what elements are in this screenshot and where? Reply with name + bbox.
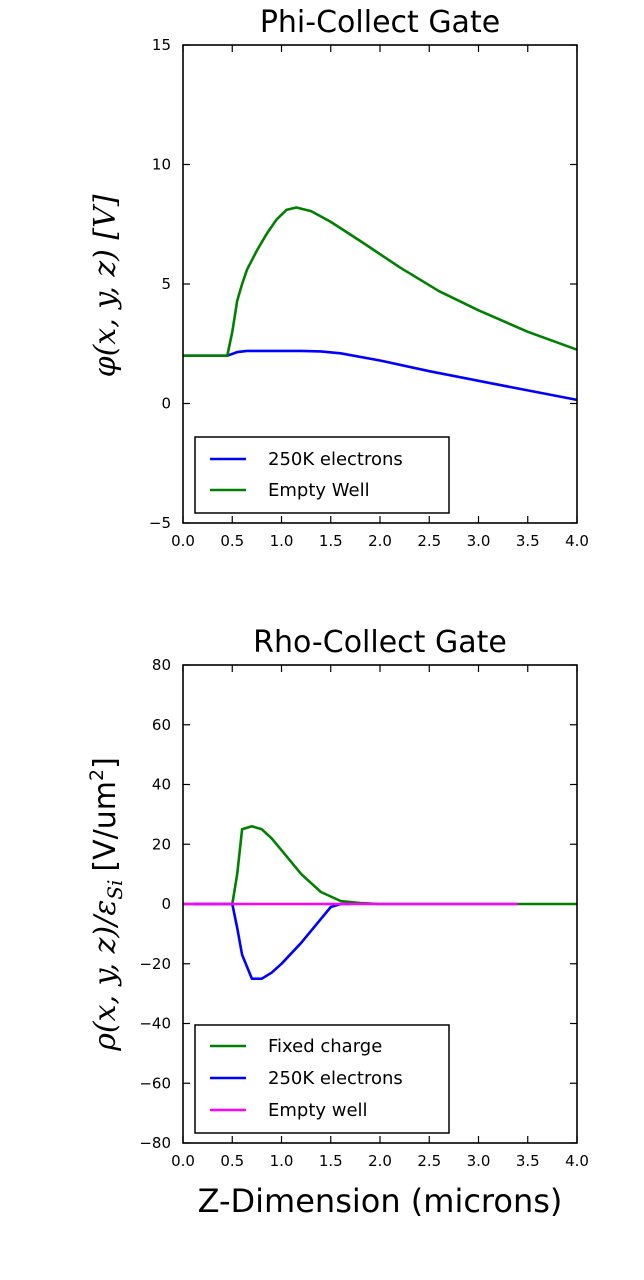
x-tick-label: 0.0 <box>171 532 195 550</box>
x-tick-label: 1.5 <box>319 1152 343 1170</box>
y-tick-label: −20 <box>139 955 171 973</box>
plot-title: Rho-Collect Gate <box>253 625 507 660</box>
y-tick-label: 0 <box>161 395 171 413</box>
y-axis-label: φ(x, y, z) [V] <box>88 194 123 377</box>
y-axis-label-main: ρ(x, y, z)/ε <box>88 900 123 1052</box>
y-axis-label: ρ(x, y, z)/εSi [V/um2] <box>86 757 127 1052</box>
x-tick-label: 0.5 <box>220 1152 244 1170</box>
legend-box <box>194 436 450 514</box>
x-tick-label: 1.0 <box>270 532 294 550</box>
legend-label-250k-electrons: 250K electrons <box>268 449 403 470</box>
x-tick-label: 3.5 <box>516 532 540 550</box>
series-line-fixed-charge <box>183 825 577 906</box>
x-tick-label: 0.5 <box>220 532 244 550</box>
plot-area <box>183 825 577 980</box>
legend-label-empty-well: Empty Well <box>268 480 370 501</box>
y-tick-label: −40 <box>139 1015 171 1033</box>
y-tick-label: 5 <box>161 275 171 293</box>
y-tick-label: −60 <box>139 1074 171 1092</box>
series-line-empty-well <box>183 206 578 357</box>
y-axis-label-power: 2 <box>86 769 108 781</box>
x-tick-label: 2.0 <box>368 532 392 550</box>
x-tick-label: 3.0 <box>467 1152 491 1170</box>
series-line-250k-electrons <box>192 902 351 980</box>
phi-plot-panel: Phi-Collect Gate φ(x, y, z) [V] 0.0 0.5 1.… <box>88 5 589 550</box>
y-tick-label: 40 <box>152 776 171 794</box>
y-tick-label: 80 <box>152 656 171 674</box>
x-tick-label: 1.0 <box>270 1152 294 1170</box>
x-tick-label: 3.5 <box>516 1152 540 1170</box>
y-axis-label-units: [V/um <box>88 781 123 872</box>
plot-area <box>183 206 578 402</box>
plot-frame <box>182 44 578 524</box>
tick-layer: 0.0 0.5 1.0 1.5 2.0 2.5 3.0 3.5 4.0 −5 0 5 10 15 <box>149 36 589 550</box>
y-tick-label: −80 <box>139 1134 171 1152</box>
y-tick-label: 60 <box>152 716 171 734</box>
y-tick-label: 0 <box>161 895 171 913</box>
y-tick-label: −5 <box>149 514 171 532</box>
x-axis-label: Z-Dimension (microns) <box>198 1182 563 1220</box>
x-tick-label: 2.5 <box>417 532 441 550</box>
plot-title: Phi-Collect Gate <box>260 5 500 40</box>
y-axis-label-close: ] <box>88 757 123 769</box>
x-tick-label: 4.0 <box>565 532 589 550</box>
plot-frame <box>182 664 578 1144</box>
y-tick-label: 10 <box>152 156 171 174</box>
legend: Fixed charge 250K electrons Empty well <box>194 1024 450 1134</box>
x-tick-label: 2.0 <box>368 1152 392 1170</box>
x-tick-label: 0.0 <box>171 1152 195 1170</box>
y-tick-label: 20 <box>152 835 171 853</box>
series-line-250k-electrons <box>183 349 578 402</box>
x-tick-label: 2.5 <box>417 1152 441 1170</box>
legend-label-fixed-charge: Fixed charge <box>268 1036 382 1057</box>
y-tick-label: 15 <box>152 36 171 54</box>
legend-label-empty-well: Empty well <box>268 1100 368 1121</box>
x-tick-label: 1.5 <box>319 532 343 550</box>
y-axis-label-subscript: Si <box>103 880 127 900</box>
x-tick-label: 4.0 <box>565 1152 589 1170</box>
x-tick-label: 3.0 <box>467 532 491 550</box>
rho-plot-panel: Rho-Collect Gate ρ(x, y, z)/εSi [V/um2] Z… <box>86 625 589 1220</box>
legend: 250K electrons Empty Well <box>194 436 450 514</box>
legend-label-250k-electrons: 250K electrons <box>268 1068 403 1089</box>
